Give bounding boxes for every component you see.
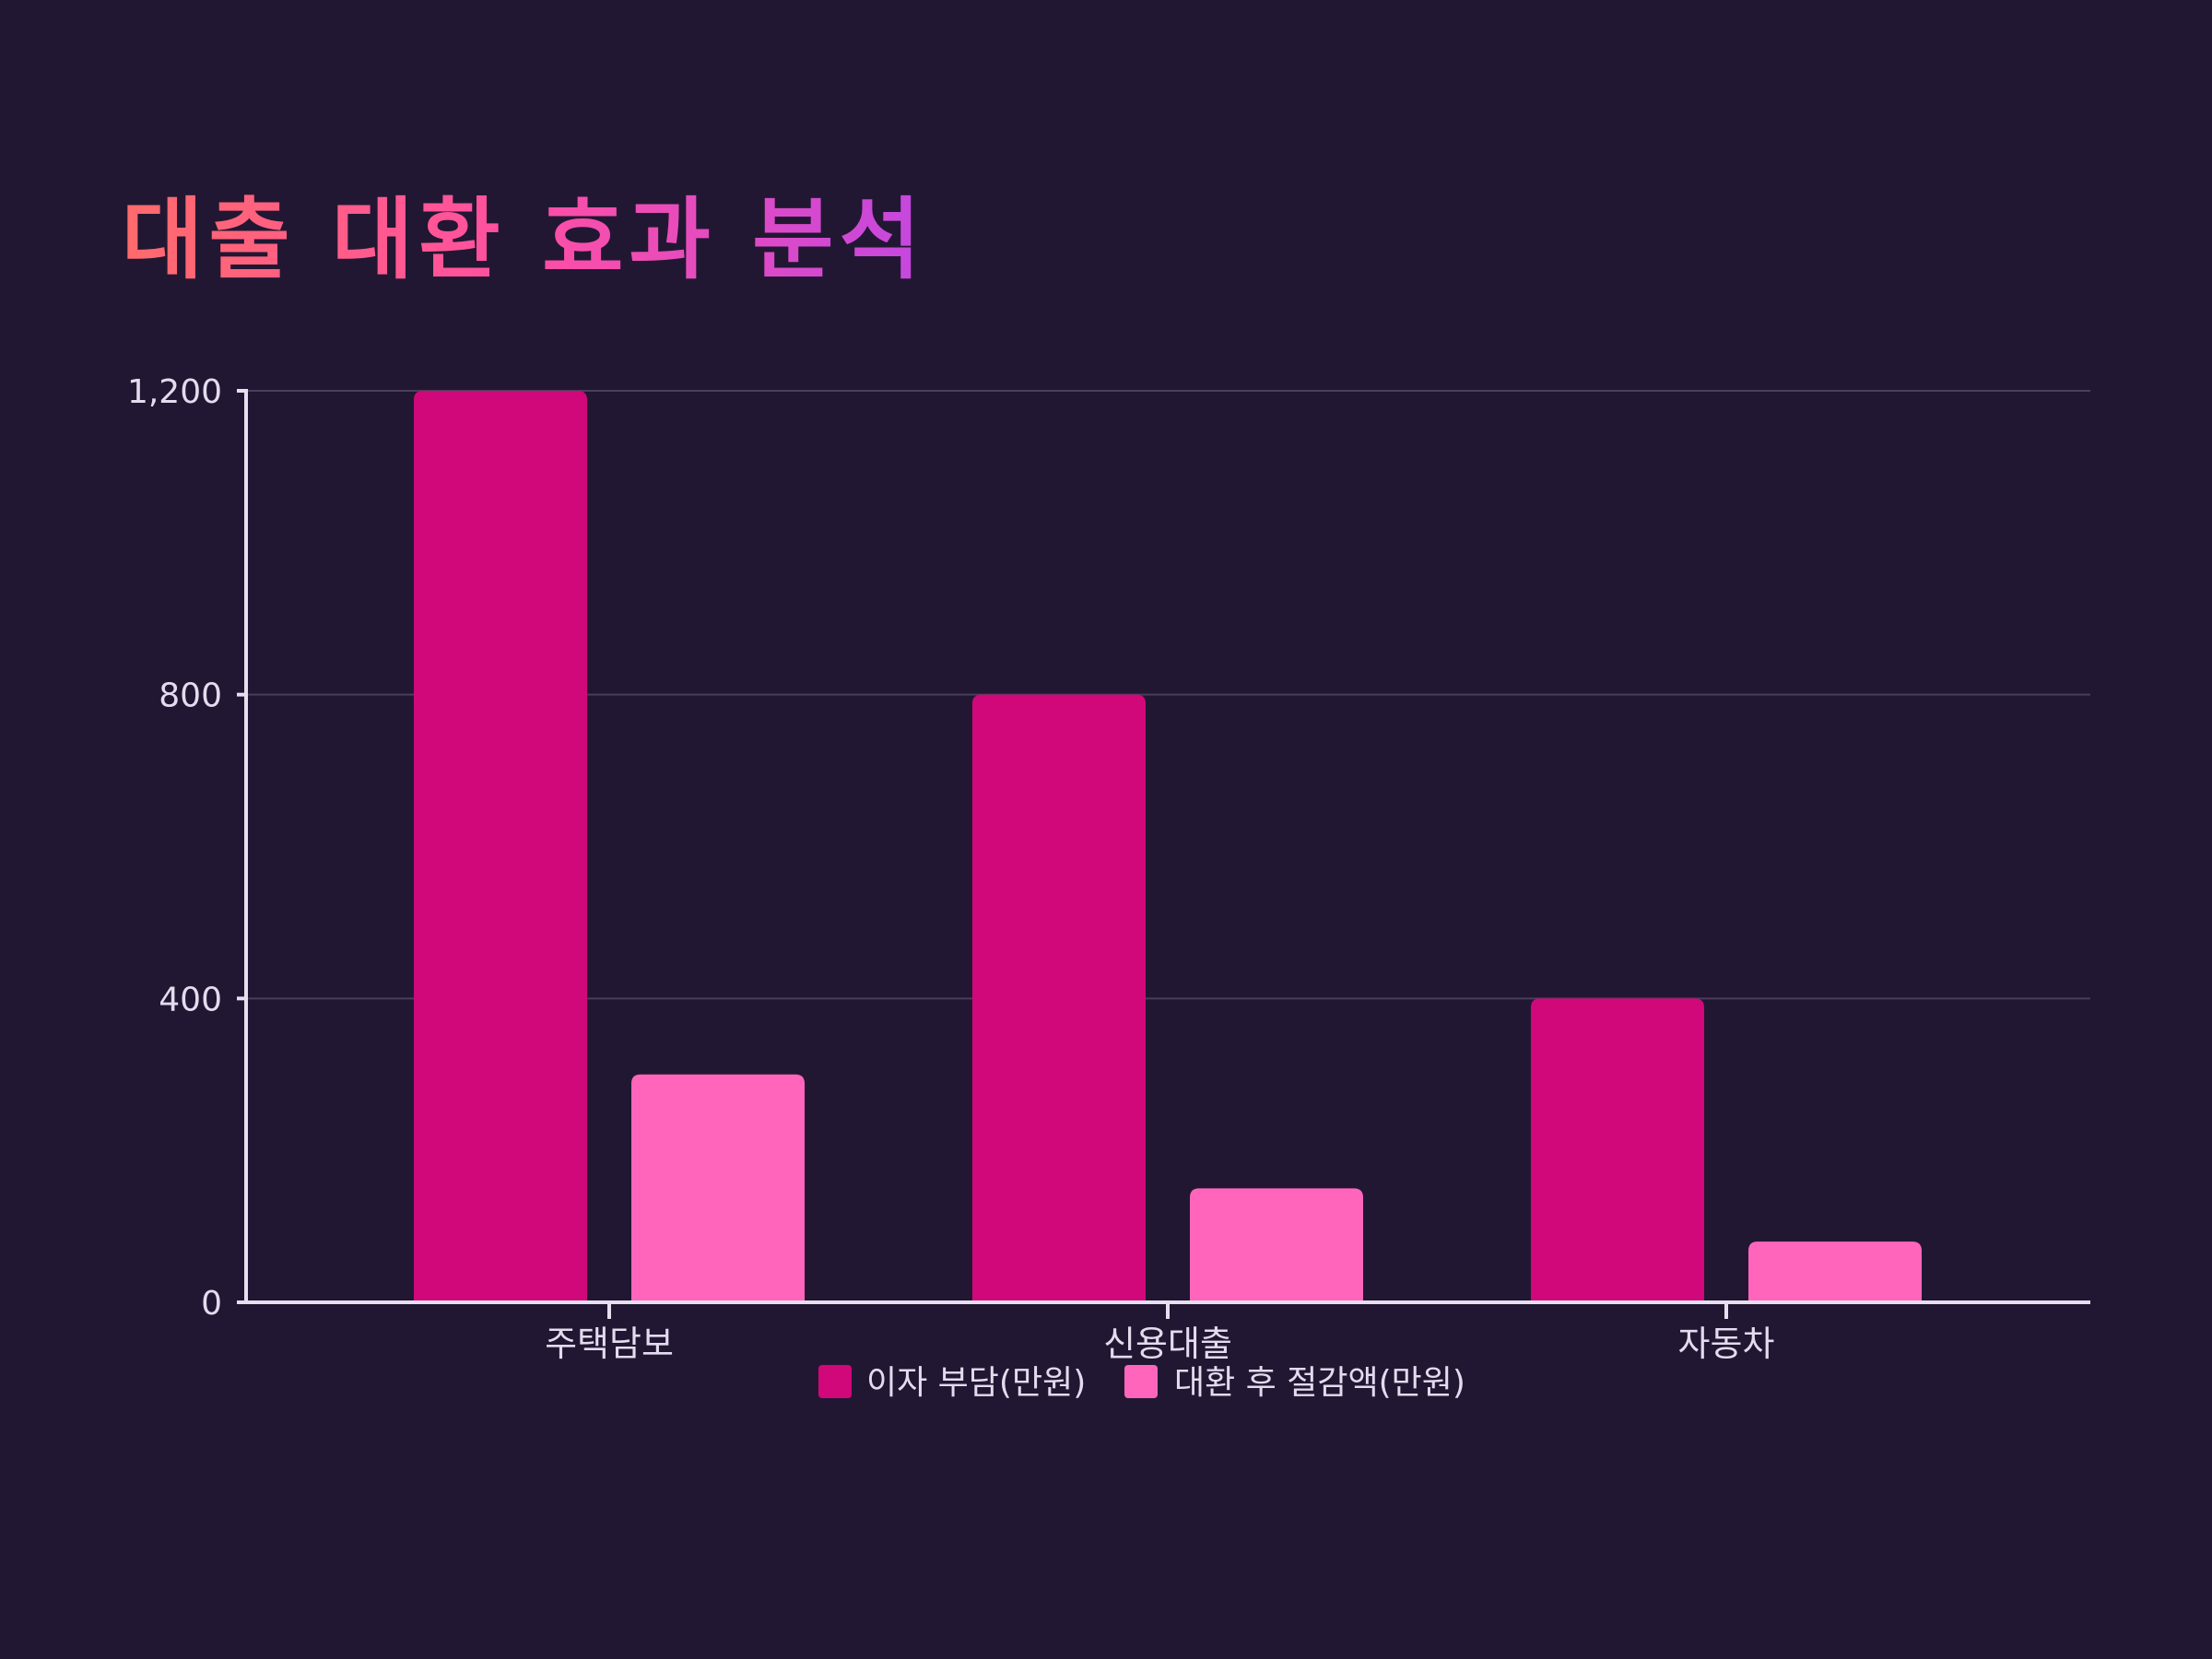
- axis-layer: 0 400 800 1,200 주택담보 신용대출 자동차: [127, 373, 2090, 1364]
- chart-title: 대출 대환 효과 분석: [122, 188, 926, 291]
- y-tick-label: 800: [159, 677, 222, 715]
- x-tick-label: 주택담보: [545, 1324, 674, 1364]
- legend-swatch: [1124, 1365, 1158, 1398]
- bar: [631, 1074, 805, 1302]
- y-tick-label: 1,200: [127, 373, 222, 411]
- legend-label: 이자 부담(만원): [866, 1364, 1086, 1402]
- bar: [972, 694, 1146, 1302]
- y-tick-label: 400: [159, 981, 222, 1018]
- x-tick-label: 신용대출: [1103, 1324, 1232, 1364]
- bar: [1190, 1188, 1363, 1302]
- y-tick-label: 0: [201, 1285, 222, 1323]
- legend: 이자 부담(만원) 대환 후 절감액(만원): [818, 1364, 1465, 1402]
- bar-layer: [414, 391, 1922, 1302]
- legend-label: 대환 후 절감액(만원): [1174, 1364, 1465, 1402]
- bar: [1748, 1241, 1922, 1302]
- x-tick-label: 자동차: [1678, 1324, 1775, 1364]
- bar: [414, 391, 587, 1302]
- legend-swatch: [818, 1365, 852, 1398]
- bar: [1531, 998, 1704, 1302]
